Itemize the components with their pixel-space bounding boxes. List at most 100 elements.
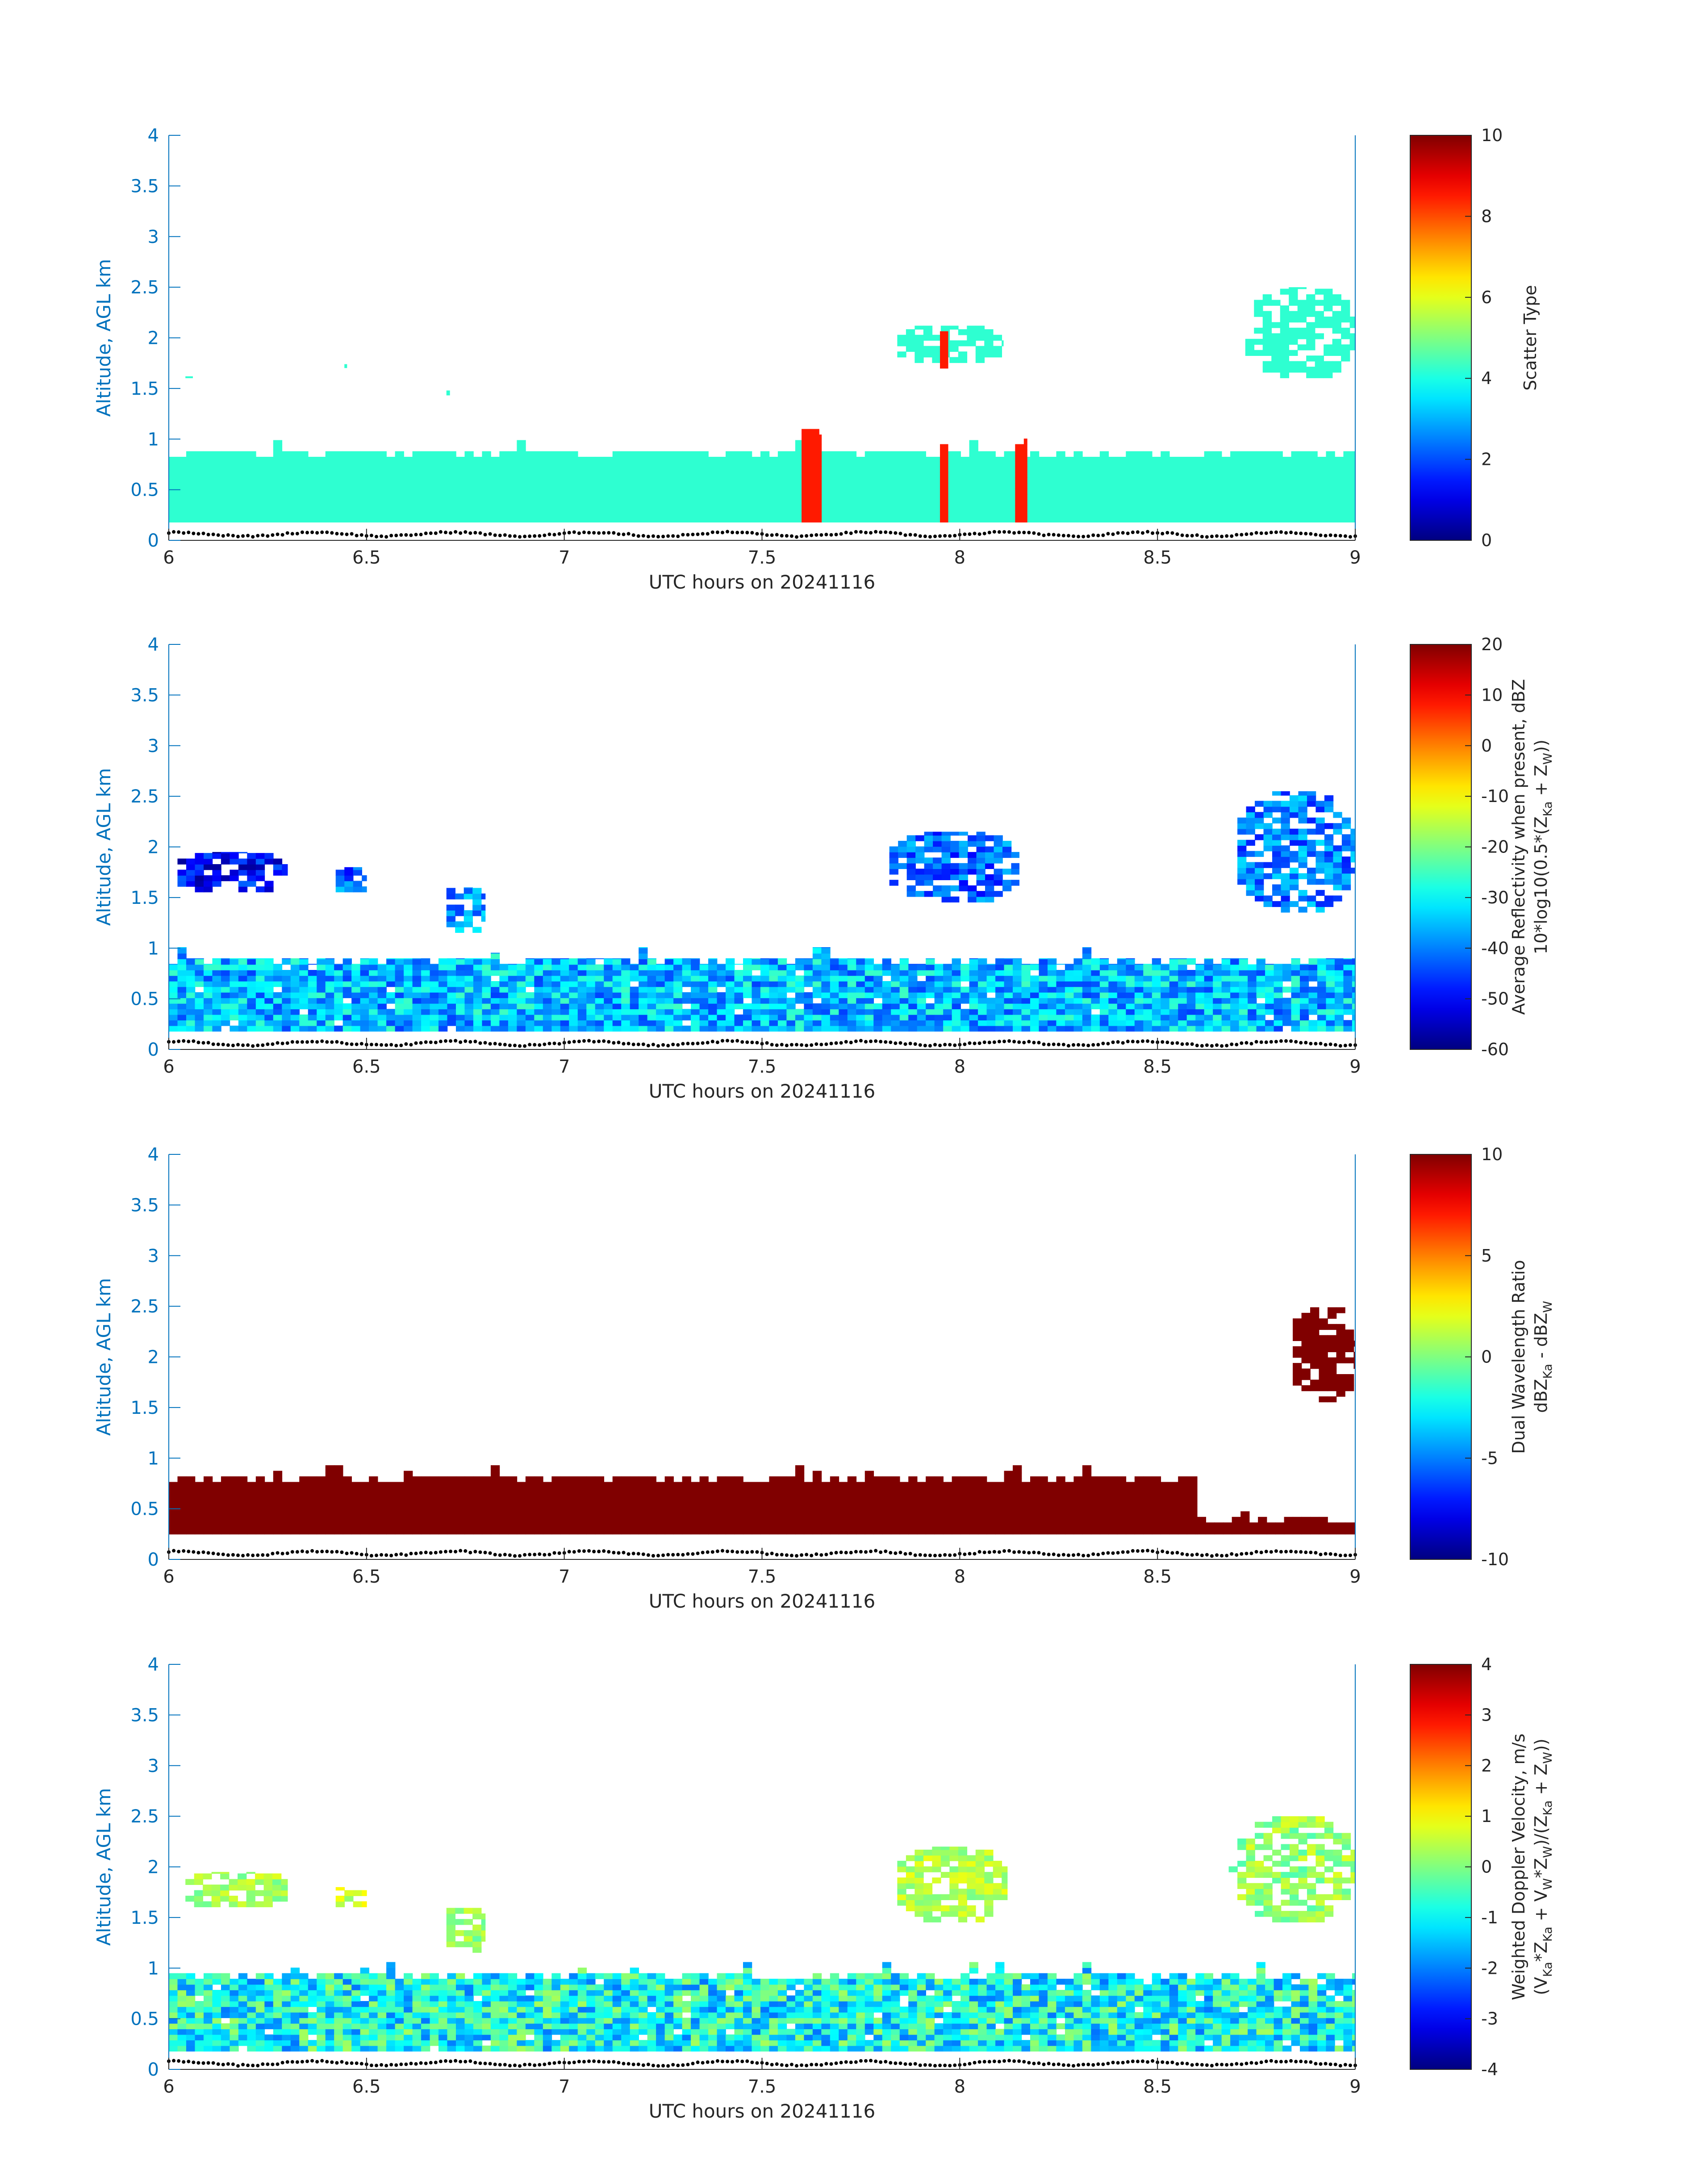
heatmap-cell <box>760 505 770 512</box>
heatmap-cell <box>647 986 656 993</box>
heatmap-cell <box>656 516 665 522</box>
surface-marker <box>889 1040 893 1045</box>
heatmap-cell <box>325 998 335 1004</box>
heatmap-cell <box>543 451 552 456</box>
heatmap-cell <box>1152 986 1161 993</box>
heatmap-cell <box>230 959 239 965</box>
heatmap-cell <box>760 1025 770 1032</box>
heatmap-cell <box>1091 964 1100 970</box>
heatmap-cell <box>682 981 691 987</box>
heatmap-cell <box>1126 1020 1135 1026</box>
heatmap-cell <box>647 451 656 456</box>
heatmap-cell <box>455 505 465 512</box>
heatmap-cell <box>212 869 221 876</box>
heatmap-cell <box>1297 327 1307 334</box>
heatmap-cell <box>1291 511 1300 517</box>
heatmap-cell <box>1134 1020 1144 1026</box>
heatmap-cell <box>1039 958 1048 959</box>
heatmap-cell <box>612 998 622 1004</box>
heatmap-cell <box>421 998 430 1004</box>
heatmap-cell <box>1161 1014 1170 1021</box>
heatmap-cell <box>508 472 518 478</box>
heatmap-cell <box>908 975 918 982</box>
colorbar-label: 10*log10(0.5*(ZKa​ + ZW​)) <box>1531 740 1555 954</box>
heatmap-cell <box>273 516 283 522</box>
surface-marker <box>1299 531 1303 535</box>
heatmap-cell <box>1213 505 1222 512</box>
heatmap-cell <box>1262 333 1272 339</box>
heatmap-cell <box>1291 992 1300 999</box>
heatmap-cell <box>908 451 918 456</box>
heatmap-cell <box>1281 857 1290 863</box>
heatmap-cell <box>1039 998 1048 1004</box>
heatmap-cell <box>897 340 906 347</box>
heatmap-cell <box>969 455 978 461</box>
heatmap-cell <box>264 477 274 484</box>
heatmap-cell <box>1152 970 1161 976</box>
heatmap-cell <box>264 1014 274 1021</box>
heatmap-cell <box>839 483 848 489</box>
heatmap-cell <box>186 455 196 461</box>
surface-marker <box>740 531 744 535</box>
heatmap-cell <box>377 1020 387 1026</box>
heatmap-cell <box>847 455 857 461</box>
heatmap-cell <box>682 455 691 461</box>
heatmap-cell <box>1297 344 1307 351</box>
heatmap-cell <box>717 483 726 489</box>
heatmap-cell <box>734 964 743 965</box>
heatmap-cell <box>1256 970 1265 976</box>
surface-marker <box>706 1040 710 1045</box>
heatmap-cell <box>473 958 483 959</box>
heatmap-cell <box>1056 455 1065 461</box>
heatmap-cell <box>169 1489 178 1496</box>
surface-marker <box>1284 1039 1288 1043</box>
heatmap-cell <box>1161 1025 1170 1032</box>
surface-marker <box>731 531 735 535</box>
heatmap-cell <box>447 500 456 506</box>
heatmap-cell <box>943 986 952 993</box>
heatmap-cell <box>455 511 465 517</box>
heatmap-cell <box>517 494 526 501</box>
heatmap-cell <box>569 1009 578 1015</box>
heatmap-cell <box>664 505 674 512</box>
heatmap-cell <box>586 500 596 506</box>
heatmap-cell <box>1195 1009 1205 1015</box>
heatmap-cell <box>1263 812 1273 818</box>
heatmap-cell <box>238 869 248 876</box>
heatmap-cell <box>1195 964 1205 965</box>
heatmap-cell <box>985 874 994 880</box>
heatmap-cell <box>1343 1003 1353 1010</box>
heatmap-cell <box>830 970 839 976</box>
heatmap-cell <box>455 959 465 965</box>
heatmap-cell <box>819 455 822 461</box>
heatmap-cell <box>577 998 587 1004</box>
heatmap-cell <box>404 1025 413 1032</box>
heatmap-cell <box>525 964 535 970</box>
heatmap-cell <box>1248 472 1257 478</box>
surface-marker <box>285 1041 289 1045</box>
surface-marker <box>543 1042 547 1046</box>
heatmap-cell <box>752 516 761 522</box>
heatmap-cell <box>525 992 535 999</box>
heatmap-cell <box>203 1523 213 1529</box>
heatmap-cell <box>1315 890 1325 896</box>
heatmap-cell <box>1324 867 1334 874</box>
heatmap-cell <box>915 857 925 864</box>
surface-marker <box>1185 534 1189 538</box>
heatmap-cell <box>1246 828 1255 835</box>
heatmap-cell <box>864 1025 874 1032</box>
heatmap-cell <box>1030 511 1040 517</box>
heatmap-cell <box>212 1528 221 1535</box>
heatmap-cell <box>1099 451 1109 456</box>
heatmap-cell <box>830 483 839 489</box>
heatmap-cell <box>221 1523 230 1529</box>
heatmap-cell <box>508 451 518 456</box>
heatmap-cell <box>1282 456 1292 461</box>
heatmap-cell <box>195 1020 204 1026</box>
heatmap-cell <box>786 461 796 467</box>
heatmap-cell <box>734 981 743 987</box>
heatmap-cell <box>1152 466 1161 472</box>
heatmap-cell <box>752 456 761 461</box>
heatmap-cell <box>932 346 941 352</box>
heatmap-cell <box>1152 489 1161 495</box>
